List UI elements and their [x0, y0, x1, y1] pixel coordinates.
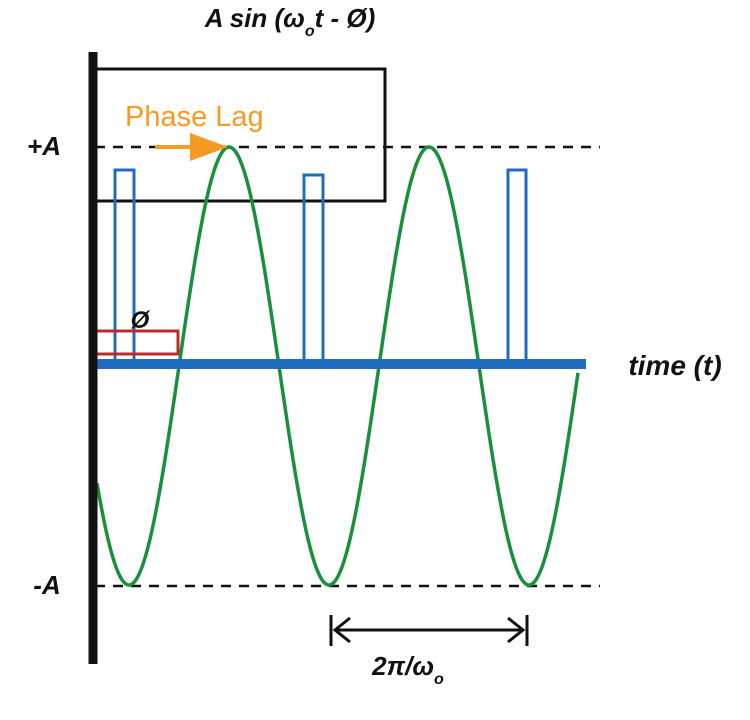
pulse-1 — [113, 168, 136, 362]
phase-lag-arrow — [155, 133, 228, 161]
minus-a-label: -A — [33, 570, 60, 600]
pulse-3 — [506, 168, 528, 362]
period-label: 2π/ωo — [371, 651, 444, 688]
time-axis-label: time (t) — [628, 350, 721, 381]
period-arrow — [329, 615, 529, 646]
sine-wave — [95, 145, 580, 587]
callout-box — [91, 67, 387, 203]
phase-lag-label: Phase Lag — [125, 101, 264, 133]
plus-a-label: +A — [27, 131, 61, 161]
phi-label: Ø — [131, 307, 151, 334]
diagram-title: A sin (ωot - Ø) — [204, 3, 376, 40]
pulse-train — [113, 168, 528, 362]
pulse-2 — [302, 173, 325, 362]
